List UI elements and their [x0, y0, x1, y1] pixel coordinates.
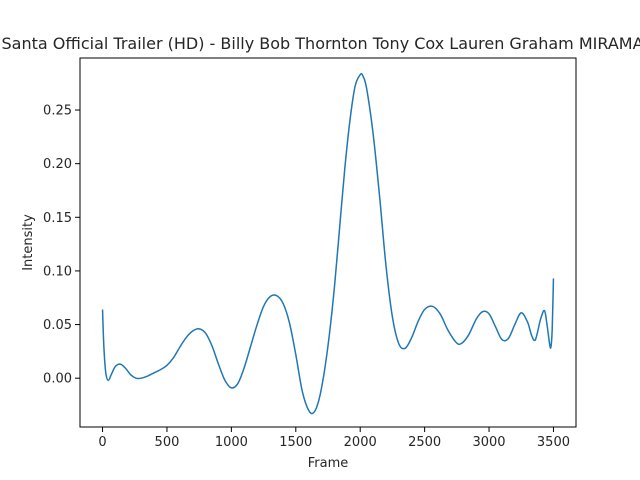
y-tick-label: 0.20 [43, 157, 72, 172]
x-tick-label: 3500 [537, 435, 570, 450]
y-tick-label: 0.05 [43, 318, 72, 333]
y-axis-label: Intensity [21, 214, 36, 271]
x-axis-label: Frame [308, 456, 349, 471]
x-tick-label: 500 [155, 435, 180, 450]
y-tick-label: 0.25 [43, 104, 72, 119]
x-tick-label: 2500 [408, 435, 441, 450]
plot-area [101, 72, 555, 415]
axes-frame [79, 57, 577, 428]
y-tick-label: 0.15 [43, 211, 72, 226]
x-tick-label: 0 [98, 435, 106, 450]
x-axis: 0 500 1000 1500 2000 2500 3000 3500 [98, 427, 570, 450]
x-tick-label: 3000 [472, 435, 505, 450]
y-tick-label: 0.00 [43, 372, 72, 387]
y-tick-label: 0.10 [43, 264, 72, 279]
y-axis: 0.00 0.05 0.10 0.15 0.20 0.25 [43, 104, 80, 387]
chart-title: Santa Official Trailer (HD) - Billy Bob … [2, 34, 640, 53]
x-tick-label: 2000 [344, 435, 377, 450]
x-tick-label: 1500 [279, 435, 312, 450]
series-line-0 [101, 72, 555, 415]
x-tick-label: 1000 [215, 435, 248, 450]
